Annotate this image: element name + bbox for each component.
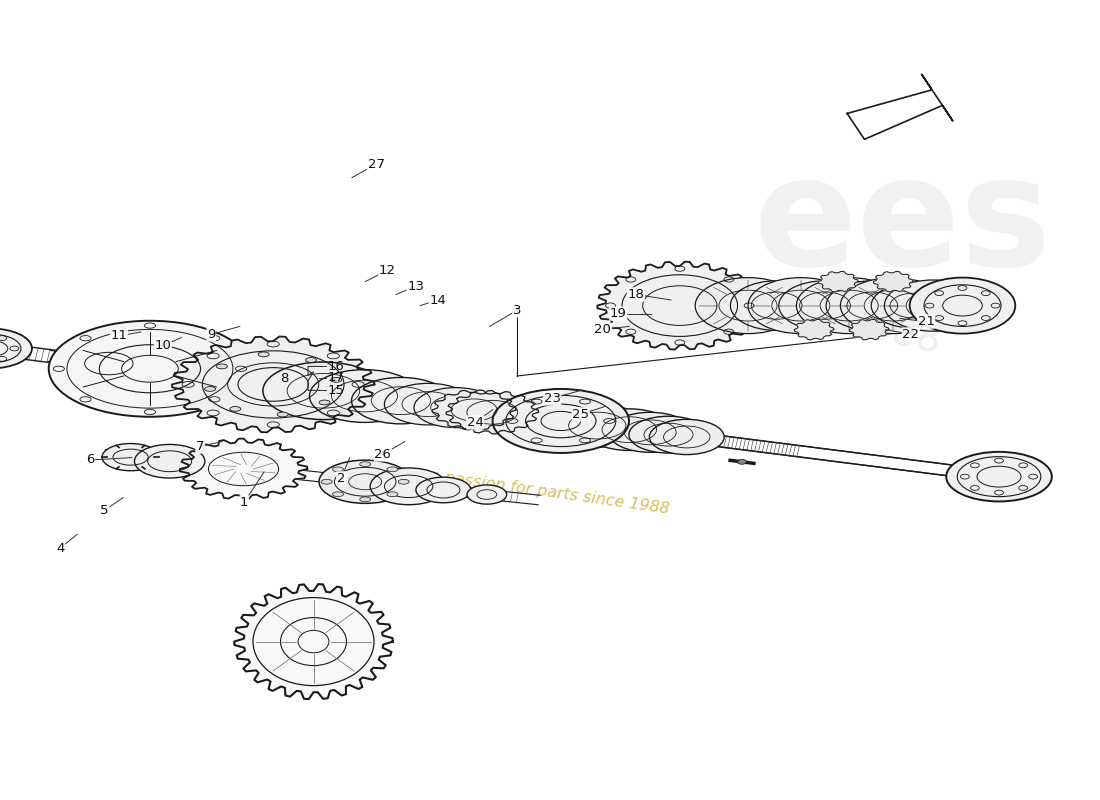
Ellipse shape (748, 278, 854, 334)
Ellipse shape (387, 492, 398, 497)
Text: 24: 24 (466, 416, 484, 429)
Polygon shape (432, 390, 516, 430)
Text: 20: 20 (594, 323, 612, 336)
Ellipse shape (321, 479, 332, 484)
Text: 6: 6 (86, 454, 95, 466)
Ellipse shape (730, 281, 823, 330)
Ellipse shape (352, 378, 451, 424)
Ellipse shape (309, 370, 419, 422)
Ellipse shape (230, 406, 241, 411)
Polygon shape (849, 319, 889, 340)
Text: 7: 7 (196, 440, 205, 453)
Ellipse shape (387, 467, 398, 472)
Ellipse shape (796, 278, 902, 334)
Text: 8: 8 (279, 372, 288, 385)
Text: ees: ees (752, 150, 1052, 298)
Ellipse shape (493, 389, 629, 453)
Text: 4: 4 (56, 542, 65, 554)
Text: 18: 18 (627, 288, 645, 301)
Polygon shape (447, 390, 539, 434)
Ellipse shape (695, 278, 801, 334)
Text: 10: 10 (154, 339, 172, 352)
Ellipse shape (416, 477, 471, 502)
Ellipse shape (263, 362, 384, 419)
Text: 14: 14 (429, 294, 447, 306)
Polygon shape (172, 337, 374, 432)
Ellipse shape (319, 460, 411, 503)
Ellipse shape (884, 280, 981, 331)
Text: 12: 12 (378, 264, 396, 277)
Ellipse shape (74, 346, 144, 380)
Ellipse shape (826, 281, 918, 330)
Text: 16: 16 (328, 360, 344, 373)
Text: 1: 1 (240, 496, 249, 509)
Polygon shape (794, 319, 834, 340)
Polygon shape (847, 74, 953, 139)
Ellipse shape (0, 329, 32, 369)
Text: 2: 2 (337, 472, 345, 485)
Ellipse shape (277, 412, 288, 417)
Ellipse shape (332, 492, 343, 497)
Ellipse shape (910, 278, 1015, 334)
Text: 21: 21 (917, 315, 935, 328)
Ellipse shape (629, 416, 708, 453)
Ellipse shape (319, 400, 330, 405)
Text: 15: 15 (328, 384, 344, 397)
Ellipse shape (306, 358, 317, 362)
Ellipse shape (102, 443, 160, 470)
Ellipse shape (360, 462, 371, 466)
Ellipse shape (398, 479, 409, 484)
Text: 26: 26 (374, 448, 392, 461)
Ellipse shape (585, 409, 673, 450)
Ellipse shape (468, 485, 507, 504)
Polygon shape (597, 262, 762, 350)
Polygon shape (818, 271, 858, 292)
Text: 22: 22 (902, 328, 920, 341)
Ellipse shape (551, 404, 644, 447)
Ellipse shape (608, 412, 692, 452)
Ellipse shape (332, 467, 343, 472)
Text: 17: 17 (328, 371, 344, 384)
Text: 9: 9 (207, 328, 216, 341)
Text: 13: 13 (407, 280, 425, 293)
Text: 27: 27 (367, 158, 385, 170)
Polygon shape (179, 438, 307, 499)
Text: since 1988: since 1988 (728, 279, 944, 361)
Text: 3: 3 (513, 304, 521, 317)
Ellipse shape (649, 419, 724, 454)
Text: 23: 23 (543, 392, 561, 405)
Text: a passion for parts since 1988: a passion for parts since 1988 (429, 468, 671, 516)
Ellipse shape (217, 364, 228, 369)
Ellipse shape (370, 468, 447, 505)
Ellipse shape (331, 378, 342, 382)
Ellipse shape (48, 321, 251, 417)
Text: 11: 11 (110, 330, 128, 342)
Ellipse shape (384, 383, 472, 425)
Ellipse shape (360, 497, 371, 502)
Text: 19: 19 (609, 307, 627, 320)
Ellipse shape (258, 352, 270, 357)
Ellipse shape (205, 386, 216, 391)
Ellipse shape (779, 281, 871, 330)
Polygon shape (234, 584, 393, 699)
Ellipse shape (840, 278, 946, 334)
Ellipse shape (871, 283, 955, 328)
Polygon shape (873, 271, 913, 292)
Ellipse shape (414, 388, 497, 428)
Ellipse shape (946, 452, 1052, 502)
Text: 25: 25 (572, 408, 590, 421)
Text: 5: 5 (100, 504, 109, 517)
Ellipse shape (738, 459, 747, 464)
Ellipse shape (134, 445, 205, 478)
